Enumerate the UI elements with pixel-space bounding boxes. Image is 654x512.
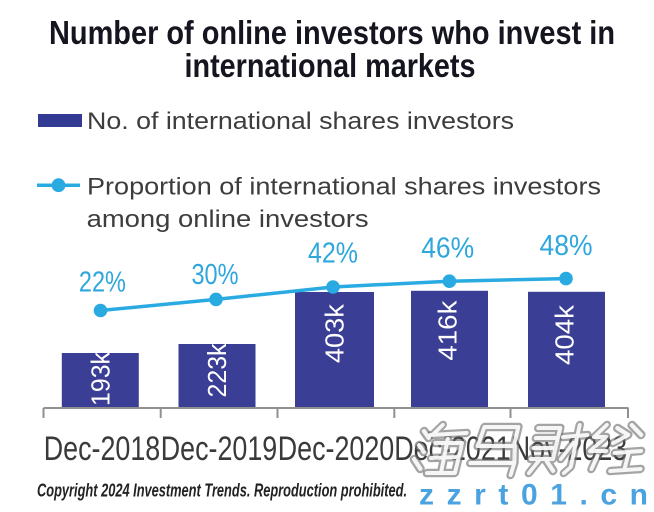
svg-text:among online investors: among online investors bbox=[87, 206, 369, 233]
svg-text:international markets: international markets bbox=[185, 47, 476, 84]
svg-text:193k: 193k bbox=[88, 352, 116, 406]
svg-text:Dec-2018: Dec-2018 bbox=[44, 430, 161, 468]
svg-text:48%: 48% bbox=[540, 230, 593, 262]
svg-text:Number of online investors who: Number of online investors who invest in bbox=[49, 14, 615, 51]
svg-text:No. of international shares in: No. of international shares investors bbox=[87, 108, 514, 135]
svg-text:Copyright 2024 Investment Tren: Copyright 2024 Investment Trends. Reprod… bbox=[37, 481, 407, 501]
svg-text:30%: 30% bbox=[192, 259, 239, 291]
svg-text:22%: 22% bbox=[79, 267, 126, 299]
svg-text:Proportion of international sh: Proportion of international shares inves… bbox=[87, 173, 601, 200]
svg-text:416k: 416k bbox=[435, 300, 463, 360]
svg-text:Dec-2020: Dec-2020 bbox=[278, 430, 395, 468]
svg-text:zzrt01.cn: zzrt01.cn bbox=[419, 479, 651, 512]
svg-text:46%: 46% bbox=[421, 233, 474, 265]
svg-text:403k: 403k bbox=[322, 304, 350, 363]
svg-text:223k: 223k bbox=[204, 343, 232, 397]
svg-text:Dec-2019: Dec-2019 bbox=[161, 430, 278, 468]
svg-text:404k: 404k bbox=[552, 305, 580, 365]
svg-text:42%: 42% bbox=[308, 238, 358, 270]
